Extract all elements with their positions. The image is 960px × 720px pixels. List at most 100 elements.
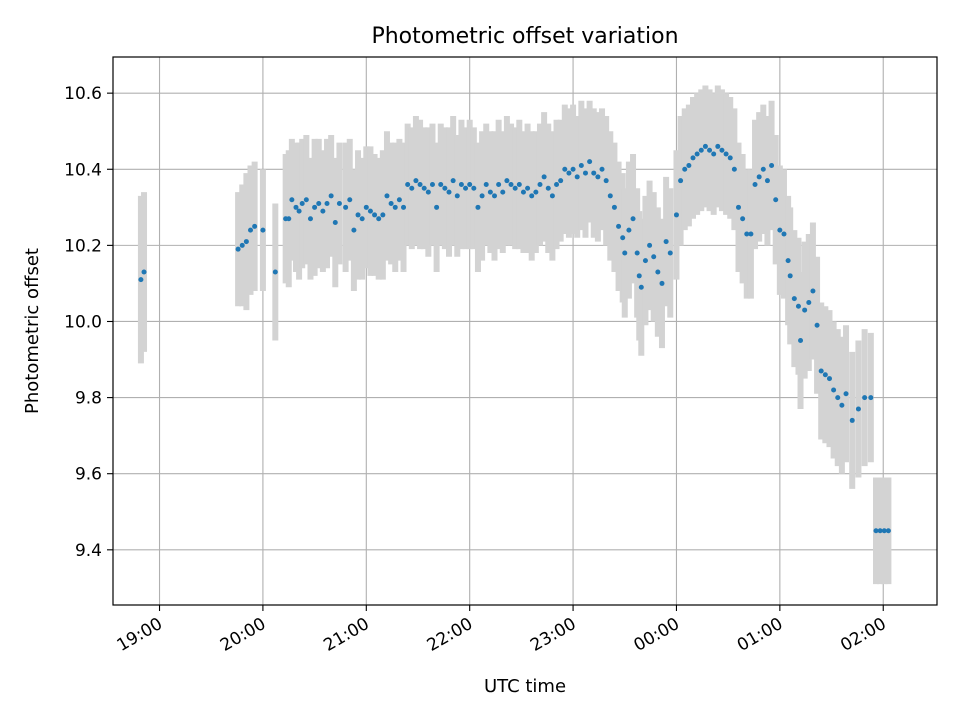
data-point — [781, 231, 787, 237]
data-point — [698, 147, 704, 153]
data-point — [707, 147, 713, 153]
data-point — [626, 227, 632, 233]
data-point — [299, 201, 305, 207]
data-point — [877, 528, 883, 534]
data-point — [380, 212, 386, 218]
data-point — [630, 216, 636, 222]
data-point — [492, 193, 498, 199]
data-point — [463, 185, 469, 191]
data-point — [541, 174, 547, 180]
data-point — [587, 159, 593, 165]
data-point — [663, 239, 669, 245]
data-point — [260, 227, 266, 233]
data-point — [442, 185, 448, 191]
data-point — [545, 185, 551, 191]
data-point — [802, 307, 808, 313]
data-point — [141, 269, 147, 275]
y-tick-label: 9.6 — [75, 465, 102, 485]
data-point — [715, 143, 721, 149]
data-point — [806, 299, 812, 305]
data-point — [764, 178, 770, 184]
data-point — [516, 181, 522, 187]
data-point — [372, 212, 378, 218]
data-point — [694, 151, 700, 157]
data-point — [818, 368, 824, 374]
data-point — [651, 254, 657, 260]
data-point — [401, 204, 407, 210]
data-point — [574, 174, 580, 180]
data-point — [405, 181, 411, 187]
data-point — [336, 201, 342, 207]
data-point — [316, 201, 322, 207]
data-point — [678, 178, 684, 184]
data-point — [873, 528, 879, 534]
data-point — [396, 197, 402, 203]
data-point — [814, 322, 820, 328]
data-point — [562, 166, 568, 172]
data-point — [591, 170, 597, 176]
data-point — [351, 227, 357, 233]
data-point — [504, 178, 510, 184]
data-point — [355, 212, 361, 218]
data-point — [467, 181, 473, 187]
data-point — [458, 181, 464, 187]
data-point — [272, 269, 278, 275]
data-point — [603, 178, 609, 184]
data-point — [388, 201, 394, 207]
data-point — [537, 181, 543, 187]
data-point — [611, 204, 617, 210]
data-point — [434, 204, 440, 210]
data-points — [138, 143, 891, 534]
data-point — [727, 155, 733, 161]
data-point — [471, 185, 477, 191]
data-point — [777, 227, 783, 233]
data-point — [438, 181, 444, 187]
y-tick-label: 10.2 — [64, 236, 102, 256]
data-point — [798, 338, 804, 344]
data-point — [570, 166, 576, 172]
x-axis-label: UTC time — [484, 676, 566, 697]
data-point — [324, 201, 330, 207]
data-point — [885, 528, 891, 534]
data-point — [686, 162, 692, 168]
data-point — [359, 216, 365, 222]
data-point — [363, 204, 369, 210]
data-point — [343, 204, 349, 210]
data-point — [384, 193, 390, 199]
data-point — [307, 216, 313, 222]
data-point — [286, 216, 292, 222]
data-point — [347, 197, 353, 203]
data-point — [642, 258, 648, 264]
data-point — [795, 303, 801, 309]
data-point — [512, 185, 518, 191]
data-point — [849, 417, 855, 423]
data-point — [785, 258, 791, 264]
data-point — [525, 185, 531, 191]
data-point — [673, 212, 679, 218]
data-point — [862, 395, 868, 401]
data-point — [496, 181, 502, 187]
data-point — [508, 181, 514, 187]
data-point — [483, 181, 489, 187]
data-point — [332, 220, 338, 226]
y-axis-label: Photometric offset — [22, 248, 43, 414]
data-point — [566, 170, 572, 176]
data-point — [554, 181, 560, 187]
data-point — [690, 155, 696, 161]
data-point — [748, 231, 754, 237]
data-point — [520, 189, 526, 195]
data-point — [773, 197, 779, 203]
data-point — [810, 288, 816, 294]
data-point — [367, 208, 373, 214]
data-point — [868, 395, 874, 401]
data-point — [826, 376, 832, 382]
data-point — [607, 193, 613, 199]
data-point — [582, 170, 588, 176]
data-point — [620, 235, 626, 241]
data-point — [454, 193, 460, 199]
data-point — [252, 223, 258, 229]
data-point — [616, 223, 622, 229]
data-point — [392, 204, 398, 210]
data-point — [881, 528, 887, 534]
